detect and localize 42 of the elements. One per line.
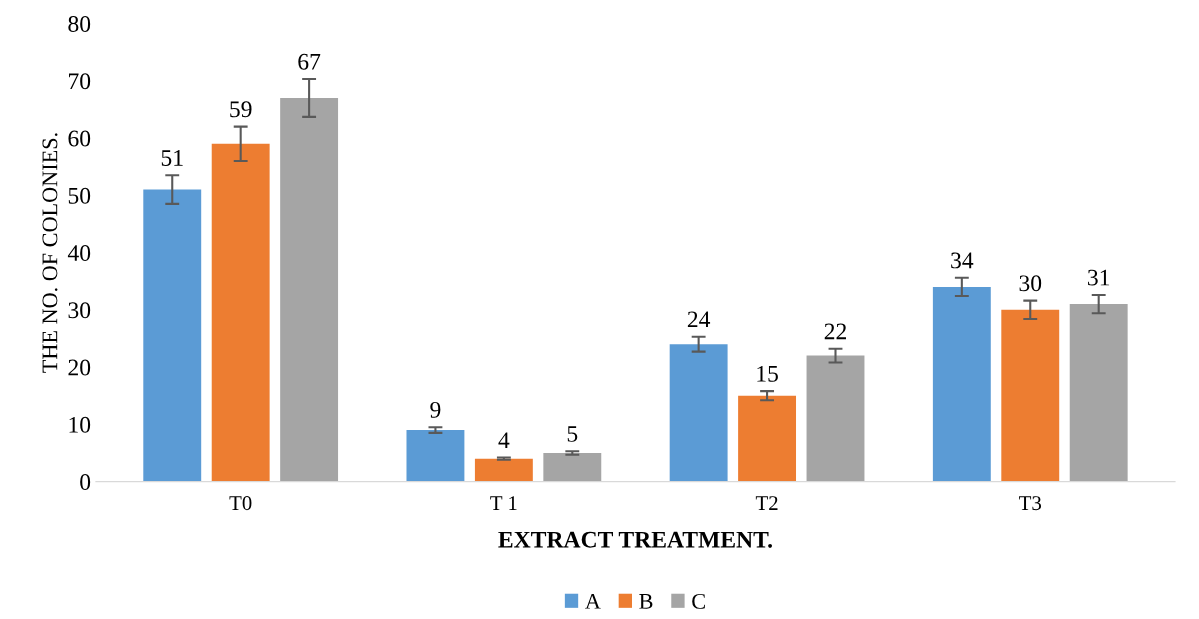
bar: [474, 458, 533, 482]
y-tick-label: 10: [69, 416, 91, 433]
bar: [669, 344, 728, 482]
x-axis-title: EXTRACT TREATMENT.: [498, 531, 772, 548]
legend-label: C: [692, 593, 705, 609]
data-label: 4: [498, 432, 510, 448]
data-label: 15: [757, 365, 778, 382]
bar: [543, 452, 602, 482]
data-label: 9: [430, 401, 441, 418]
x-tick-label: T0: [229, 496, 252, 511]
y-tick-label: 30: [68, 302, 91, 319]
x-tick-label: T2: [755, 496, 778, 510]
bar: [932, 286, 991, 482]
y-axis-title: THE NO. OF COLONIES.: [42, 133, 58, 373]
data-label: 22: [824, 323, 846, 340]
data-label: 31: [1088, 269, 1110, 286]
legend-label: A: [585, 593, 601, 609]
data-label: 59: [230, 101, 252, 118]
bar: [280, 97, 339, 482]
y-tick-label: 60: [68, 130, 91, 147]
bar: [806, 355, 865, 482]
x-tick-label: T 1: [490, 496, 517, 510]
bar: [143, 189, 202, 482]
data-label: 5: [567, 426, 578, 442]
y-tick-label: 40: [67, 245, 91, 261]
y-tick-label: 0: [80, 474, 91, 491]
y-tick-label: 20: [68, 359, 91, 376]
y-tick-label: 80: [68, 16, 91, 32]
y-tick-label: 50: [68, 187, 91, 204]
legend-label: B: [639, 594, 653, 609]
data-label: 24: [687, 311, 711, 328]
bar: [1069, 304, 1128, 482]
data-label: 51: [161, 150, 183, 166]
y-tick-label: 70: [69, 73, 91, 90]
bar: [211, 143, 270, 482]
data-label: 34: [951, 252, 974, 269]
x-tick-label: T3: [1019, 496, 1042, 511]
data-label: 30: [1019, 275, 1042, 292]
bar: [1001, 309, 1060, 482]
bar: [406, 430, 465, 482]
bar: [738, 395, 797, 482]
data-label: 67: [298, 53, 321, 70]
